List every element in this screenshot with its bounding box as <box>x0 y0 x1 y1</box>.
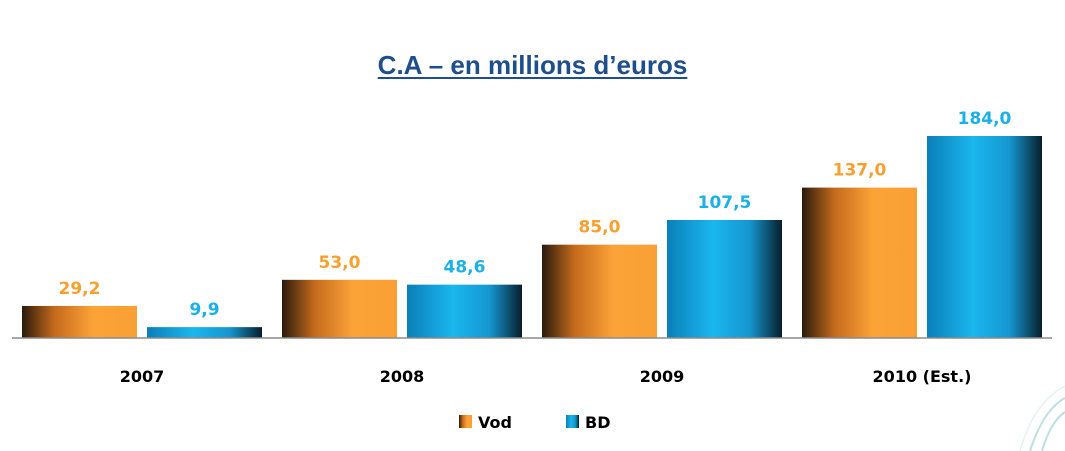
data-label-vod-3: 137,0 <box>833 161 887 181</box>
data-label-vod-0: 29,2 <box>59 279 101 299</box>
data-label-bd-0: 9,9 <box>189 300 219 320</box>
bar-vod-1 <box>282 279 397 338</box>
legend-label-vod: Vod <box>478 413 512 432</box>
bar-vod-3 <box>802 187 917 338</box>
bar-bd-2 <box>667 219 782 338</box>
data-label-bd-3: 184,0 <box>958 109 1012 129</box>
chart-title: C.A – en millions d’euros <box>377 50 688 80</box>
bar-vod-0 <box>22 305 137 338</box>
data-label-vod-2: 85,0 <box>579 218 621 238</box>
decorative-swoosh <box>1019 385 1065 451</box>
legend-label-bd: BD <box>585 413 610 432</box>
bar-bd-3 <box>927 136 1042 338</box>
legend-swatch-vod <box>459 415 472 428</box>
bar-bd-1 <box>407 284 522 338</box>
legend-swatch-bd <box>566 415 579 428</box>
data-label-bd-1: 48,6 <box>444 258 486 278</box>
data-label-bd-2: 107,5 <box>698 193 752 213</box>
category-label-0: 2007 <box>120 367 165 386</box>
category-label-1: 2008 <box>380 367 425 386</box>
bar-vod-2 <box>542 244 657 338</box>
category-label-3: 2010 (Est.) <box>873 367 972 386</box>
legend: Vod BD <box>459 413 610 432</box>
category-label-2: 2009 <box>640 367 685 386</box>
data-label-vod-1: 53,0 <box>319 253 361 273</box>
bar-bd-0 <box>147 327 262 338</box>
